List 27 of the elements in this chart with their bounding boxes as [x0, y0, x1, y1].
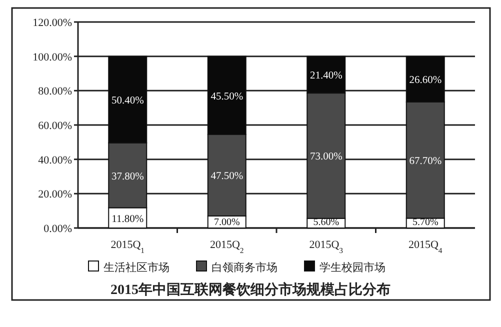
data-label: 47.50%	[210, 171, 244, 182]
data-label: 21.40%	[310, 70, 343, 82]
legend-label: 白领商务市场	[212, 261, 278, 274]
x-tick-label: 2015Q$_{1}$	[110, 239, 145, 254]
x-tick-label: 2015Q$_{2}$	[210, 239, 244, 254]
y-tick-label: 120.00%	[32, 17, 72, 29]
text: 2015年中国互联网餐饮细分市场规模占比分布	[110, 281, 390, 298]
data-label: 5.60%	[313, 217, 340, 228]
data-label: 67.70%	[409, 156, 442, 168]
y-tick-label: 100.00%	[32, 51, 72, 64]
y-tick-label: 0.00%	[44, 223, 72, 235]
y-tick-label: 60.00%	[38, 120, 72, 132]
x-tick-label: 2015Q$_{3}$	[309, 239, 344, 254]
data-label: 37.80%	[111, 171, 144, 182]
data-label: 7.00%	[214, 217, 240, 228]
y-tick-label: 20.00%	[38, 188, 72, 201]
data-label: 26.60%	[409, 75, 442, 86]
data-label: 5.70%	[412, 217, 438, 228]
y-tick-label: 40.00%	[38, 154, 72, 166]
data-label: 11.80%	[112, 214, 144, 225]
data-label: 73.00%	[310, 152, 343, 163]
legend-label: 生活社区市场	[104, 261, 170, 274]
data-label: 50.40%	[111, 96, 144, 107]
x-tick-label: 2015Q$_{4}$	[408, 239, 442, 254]
y-tick-label: 80.00%	[38, 86, 72, 98]
legend-label: 学生校园市场	[320, 261, 386, 274]
data-label: 45.50%	[210, 91, 244, 102]
